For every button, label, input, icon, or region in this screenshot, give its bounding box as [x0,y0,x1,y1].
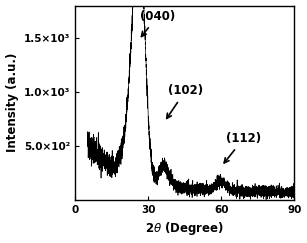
Text: (102): (102) [167,84,203,118]
Y-axis label: Intensity (a.u.): Intensity (a.u.) [6,53,18,152]
X-axis label: 2$\theta$ (Degree): 2$\theta$ (Degree) [145,220,224,237]
Text: (040): (040) [140,10,175,36]
Text: (112): (112) [224,132,261,163]
